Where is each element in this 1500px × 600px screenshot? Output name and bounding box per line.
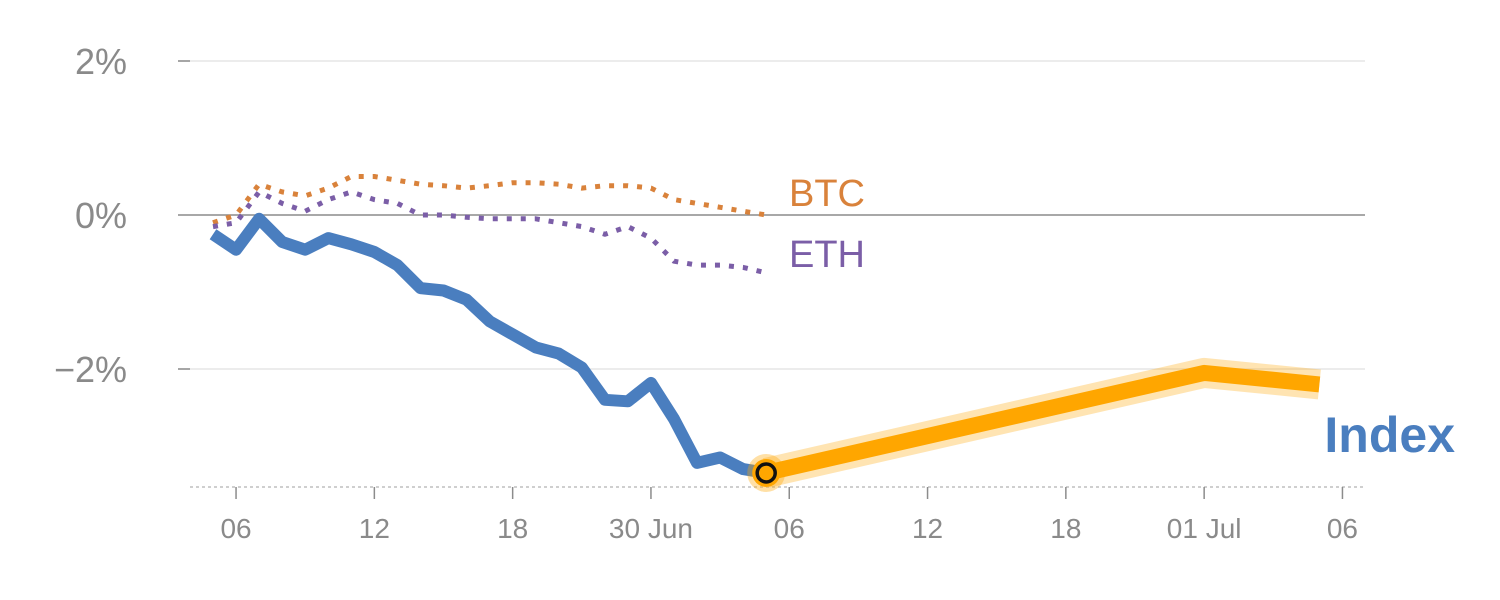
eth-line	[212, 189, 767, 276]
marker-dot	[755, 462, 777, 484]
index-line	[209, 212, 768, 479]
series-layer	[209, 174, 1321, 492]
x-tick-label: 12	[912, 513, 943, 544]
x-tick-label: 06	[1327, 513, 1358, 544]
y-tick-label: −2%	[54, 349, 127, 390]
x-tick-label: 01 Jul	[1167, 513, 1242, 544]
x-tick-label: 12	[359, 513, 390, 544]
btc-line	[212, 174, 767, 226]
x-tick-label: 06	[220, 513, 251, 544]
legend-label-index: Index	[1324, 407, 1455, 463]
x-tick-label: 06	[774, 513, 805, 544]
label-layer: BTC ETH Index	[789, 173, 1455, 463]
legend-label-btc: BTC	[789, 173, 865, 215]
index-forecast-line	[764, 364, 1321, 481]
x-tick-label: 18	[497, 513, 528, 544]
y-tick-label: 0%	[75, 195, 127, 236]
grid-layer	[178, 60, 1365, 370]
axis-layer: 2% 0% −2% 06 12 18 30 Jun 06 12 18 01 Jul 06	[54, 41, 1365, 544]
legend-label-eth: ETH	[789, 234, 865, 276]
x-tick-label: 30 Jun	[609, 513, 693, 544]
y-tick-label: 2%	[75, 41, 127, 82]
x-tick-label: 18	[1050, 513, 1081, 544]
